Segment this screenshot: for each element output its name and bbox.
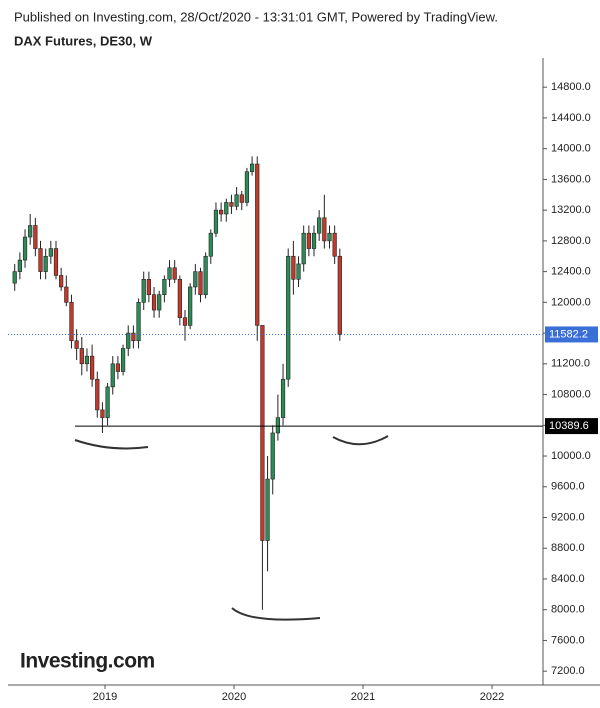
candle-body xyxy=(296,263,301,280)
candle-body xyxy=(33,225,38,249)
candle-body xyxy=(110,363,115,388)
y-tick-label: 8000.0 xyxy=(551,604,585,616)
pattern-curve xyxy=(332,435,389,446)
y-tick-label: 14400.0 xyxy=(551,112,591,124)
candle-body xyxy=(291,255,296,280)
candle-body xyxy=(311,232,317,249)
last-price-label: 11582.2 xyxy=(549,328,588,340)
candle-body xyxy=(17,259,22,272)
candle-body xyxy=(337,255,342,335)
candle-body xyxy=(172,267,177,280)
candle-body xyxy=(177,278,182,319)
candle-body xyxy=(79,348,84,365)
candle-body xyxy=(84,355,90,365)
candle-body xyxy=(280,378,286,418)
y-tick-label: 14000.0 xyxy=(551,143,591,155)
y-tick-label: 13600.0 xyxy=(551,173,591,185)
candle-body xyxy=(43,255,48,272)
y-tick-label: 7600.0 xyxy=(551,634,585,646)
candle-body xyxy=(167,267,172,280)
y-tick-label: 10800.0 xyxy=(551,388,591,400)
candle-body xyxy=(131,332,136,342)
candle-body xyxy=(213,209,219,234)
y-tick-label: 7200.0 xyxy=(551,665,585,677)
y-tick-label: 8800.0 xyxy=(551,542,585,554)
y-tick-label: 13200.0 xyxy=(551,204,591,216)
y-tick-label: 11200.0 xyxy=(551,358,590,370)
candle-body xyxy=(157,294,162,311)
candle-body xyxy=(224,202,229,215)
candle-body xyxy=(146,278,151,295)
symbol-title: DAX Futures, DE30, W xyxy=(14,33,153,48)
candle-body xyxy=(332,232,337,257)
candle-body xyxy=(151,294,157,311)
candle-body xyxy=(322,217,327,242)
candle-body xyxy=(22,236,28,261)
candle-body xyxy=(198,271,203,295)
support-label-box xyxy=(545,418,598,435)
y-tick-label: 10000.0 xyxy=(551,450,591,462)
candle-body xyxy=(100,409,105,418)
candle-body xyxy=(219,209,224,215)
candle-body xyxy=(286,255,291,380)
published-note: Published on Investing.com, 28/Oct/2020 … xyxy=(14,9,498,24)
candle-body xyxy=(12,271,17,284)
candle-body xyxy=(105,386,110,418)
logo: Investing.com xyxy=(20,650,155,673)
candle-body xyxy=(90,355,95,380)
y-tick-label: 9200.0 xyxy=(551,511,585,523)
candle-body xyxy=(260,325,265,541)
y-tick-label: 14800.0 xyxy=(551,81,591,93)
candle-body xyxy=(141,278,146,303)
candle-body xyxy=(208,232,213,257)
candle-body xyxy=(95,378,100,411)
candle-body xyxy=(203,255,208,295)
candle-body xyxy=(265,478,270,541)
y-tick-label: 12000.0 xyxy=(551,296,591,308)
candle-body xyxy=(69,302,74,342)
candle-body xyxy=(115,363,121,372)
candle-body xyxy=(301,232,306,265)
candle-body xyxy=(193,271,198,288)
candle-body xyxy=(64,286,69,303)
support-label: 10389.6 xyxy=(549,420,589,432)
candle-body xyxy=(255,163,260,326)
candle-body xyxy=(270,432,275,480)
y-tick-label: 12800.0 xyxy=(551,235,591,247)
candle-body xyxy=(74,340,79,349)
pattern-curve xyxy=(231,607,321,621)
candle-body xyxy=(28,225,33,238)
pattern-curve xyxy=(74,439,149,450)
candle-body xyxy=(317,217,322,234)
candle-body xyxy=(275,417,280,434)
candle-body xyxy=(120,348,126,372)
candle-body xyxy=(244,171,250,203)
candle-body xyxy=(136,302,141,342)
x-tick-label: 2020 xyxy=(222,691,246,703)
last-price-box xyxy=(545,326,598,343)
x-tick-label: 2021 xyxy=(351,691,375,703)
candle-body xyxy=(182,317,188,326)
x-tick-label: 2019 xyxy=(93,691,117,703)
candle-body xyxy=(188,286,193,326)
candle-body xyxy=(234,194,239,207)
candle-body xyxy=(239,194,244,203)
candle-body xyxy=(48,248,53,257)
candle-body xyxy=(306,232,311,249)
y-tick-label: 9600.0 xyxy=(551,481,585,493)
candle-body xyxy=(53,248,59,276)
candle-body xyxy=(327,232,332,242)
y-tick-label: 12400.0 xyxy=(551,266,591,278)
candle-body xyxy=(229,202,234,207)
y-tick-label: 8400.0 xyxy=(551,573,585,585)
candle-body xyxy=(59,275,64,288)
x-tick-label: 2022 xyxy=(480,691,504,703)
candle-body xyxy=(249,163,255,173)
candle-body xyxy=(162,278,167,295)
candle-body xyxy=(38,248,43,272)
candle-body xyxy=(126,332,131,349)
